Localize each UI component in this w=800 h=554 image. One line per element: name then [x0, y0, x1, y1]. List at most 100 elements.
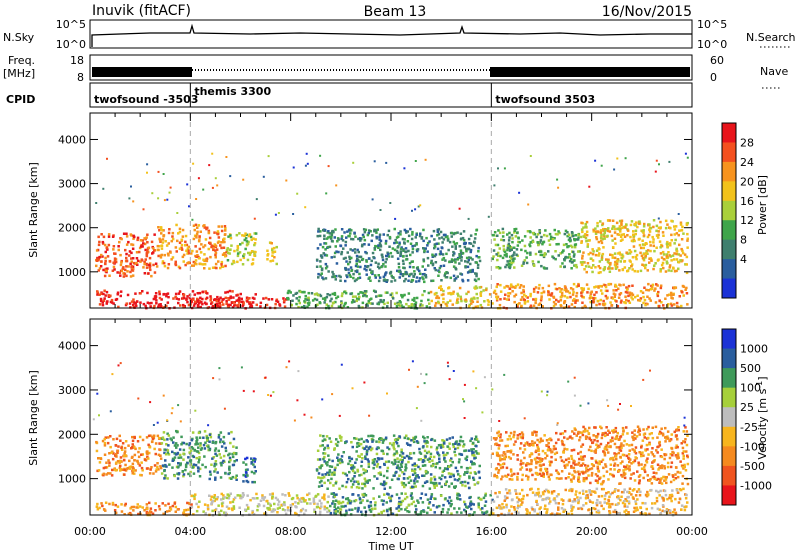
- heatmap-cell: [472, 503, 475, 506]
- heatmap-cell: [377, 274, 380, 277]
- heatmap-cell: [585, 476, 588, 480]
- heatmap-cell: [638, 479, 641, 482]
- heatmap-cell: [533, 508, 536, 511]
- heatmap-cell: [222, 440, 225, 443]
- heatmap-cell: [582, 477, 586, 480]
- heatmap-cell: [525, 261, 529, 265]
- heatmap-cell: [640, 444, 643, 448]
- heatmap-cell: [129, 275, 133, 278]
- heatmap-cell: [395, 305, 399, 308]
- heatmap-cell: [601, 237, 604, 241]
- heatmap-cell: [456, 275, 459, 278]
- heatmap-cell: [669, 226, 672, 230]
- heatmap-cell: [116, 451, 119, 454]
- heatmap-cell: [207, 231, 211, 234]
- heatmap-cell: [642, 264, 646, 267]
- heatmap-cell: [588, 185, 591, 188]
- heatmap-cell: [652, 471, 656, 474]
- heatmap-cell: [399, 250, 403, 253]
- heatmap-cell: [436, 247, 440, 251]
- heatmap-cell: [680, 508, 683, 511]
- heatmap-cell: [391, 295, 394, 298]
- heatmap-cell: [389, 293, 392, 297]
- heatmap-cell: [176, 477, 180, 480]
- heatmap-cell: [526, 509, 529, 512]
- heatmap-cell: [348, 508, 351, 512]
- heatmap-cell: [120, 446, 123, 450]
- heatmap-cell: [604, 465, 608, 468]
- heatmap-cell: [381, 258, 385, 262]
- heatmap-cell: [682, 467, 685, 470]
- heatmap-cell: [673, 225, 676, 228]
- heatmap-cell: [509, 468, 513, 471]
- heatmap-cell: [215, 266, 218, 270]
- heatmap-cell: [106, 300, 109, 303]
- heatmap-cell: [618, 251, 621, 254]
- heatmap-cell: [214, 249, 217, 252]
- heatmap-cell: [215, 299, 218, 303]
- heatmap-cell: [227, 235, 230, 238]
- heatmap-cell: [348, 260, 352, 264]
- heatmap-cell: [535, 471, 538, 475]
- heatmap-cell: [333, 511, 336, 515]
- heatmap-cell: [535, 235, 538, 239]
- date-title: 16/Nov/2015: [602, 4, 692, 20]
- heatmap-cell: [231, 306, 235, 309]
- heatmap-cell: [289, 291, 292, 294]
- heatmap-cell: [351, 493, 354, 496]
- heatmap-cell: [184, 465, 188, 469]
- heatmap-cell: [282, 297, 285, 300]
- heatmap-cell: [102, 292, 105, 296]
- heatmap-cell: [562, 508, 566, 512]
- heatmap-cell: [600, 436, 604, 440]
- heatmap-cell: [611, 491, 614, 495]
- heatmap-cell: [632, 472, 635, 475]
- colorbar-tick-label: 24: [740, 156, 754, 169]
- heatmap-cell: [541, 498, 544, 502]
- heatmap-cell: [420, 492, 424, 495]
- heatmap-cell: [339, 244, 343, 248]
- heatmap-cell: [616, 464, 620, 467]
- heatmap-cell: [214, 463, 218, 466]
- heatmap-cell: [522, 462, 525, 465]
- heatmap-cell: [548, 478, 551, 481]
- heatmap-cell: [439, 285, 443, 288]
- heatmap-cell: [509, 437, 512, 441]
- heatmap-cell: [596, 446, 599, 449]
- heatmap-cell: [664, 297, 667, 300]
- heatmap-cell: [446, 237, 450, 241]
- heatmap-cell: [546, 496, 550, 500]
- heatmap-cell: [233, 249, 236, 253]
- heatmap-cell: [613, 231, 617, 234]
- heatmap-cell: [453, 279, 456, 282]
- heatmap-cell: [232, 260, 235, 263]
- heatmap-cell: [597, 286, 600, 289]
- heatmap-cell: [349, 248, 352, 251]
- heatmap-cell: [165, 443, 168, 446]
- heatmap-cell: [171, 231, 175, 235]
- heatmap-cell: [334, 507, 338, 511]
- heatmap-cell: [486, 299, 490, 302]
- heatmap-cell: [192, 162, 195, 165]
- heatmap-cell: [501, 256, 505, 260]
- heatmap-cell: [537, 287, 541, 290]
- heatmap-cell: [166, 266, 170, 270]
- heatmap-cell: [601, 458, 605, 462]
- heatmap-cell: [588, 467, 592, 471]
- heatmap-cell: [244, 475, 248, 478]
- heatmap-cell: [613, 452, 616, 455]
- heatmap-cell: [461, 278, 464, 282]
- heatmap-cell: [164, 474, 167, 477]
- heatmap-cell: [189, 449, 193, 452]
- heatmap-cell: [536, 291, 540, 294]
- colorbar-tick-label: 16: [740, 195, 754, 208]
- heatmap-cell: [304, 509, 308, 512]
- heatmap-cell: [628, 468, 631, 471]
- heatmap-cell: [581, 462, 585, 465]
- heatmap-cell: [227, 297, 230, 300]
- heatmap-cell: [146, 450, 149, 453]
- heatmap-cell: [113, 252, 116, 255]
- heatmap-cell: [642, 246, 645, 250]
- heatmap-cell: [599, 229, 603, 232]
- heatmap-cell: [159, 305, 163, 308]
